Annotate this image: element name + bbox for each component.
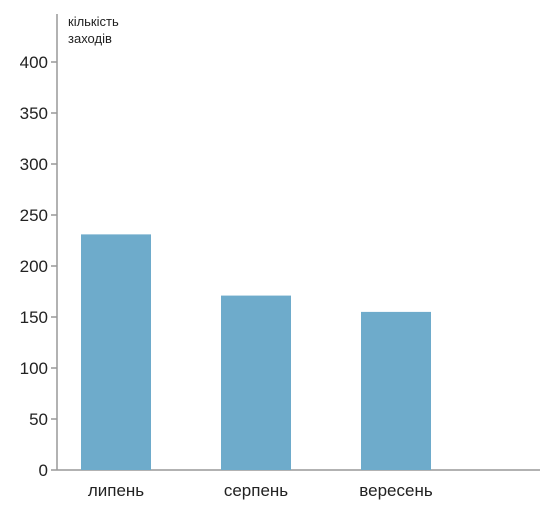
y-tick-label: 400 — [20, 53, 48, 72]
y-tick-label: 250 — [20, 206, 48, 225]
y-tick-label: 50 — [29, 410, 48, 429]
x-ticks: липень серпень вересень — [88, 481, 433, 500]
y-tick-label: 100 — [20, 359, 48, 378]
y-tick-label: 150 — [20, 308, 48, 327]
y-tick-label: 300 — [20, 155, 48, 174]
bar — [81, 234, 151, 470]
y-tick-label: 200 — [20, 257, 48, 276]
y-axis-label-line-2: заходів — [68, 31, 112, 46]
x-tick-label: серпень — [224, 481, 288, 500]
x-tick-label: вересень — [359, 481, 433, 500]
y-ticks: 0 50 100 150 200 250 300 350 400 — [20, 53, 57, 480]
bar — [361, 311, 431, 470]
y-axis-label: кількість заходів — [68, 14, 119, 46]
y-axis-label-line-1: кількість — [68, 14, 119, 29]
bar — [221, 295, 291, 470]
x-tick-label: липень — [88, 481, 144, 500]
bars — [81, 234, 431, 470]
y-tick-label: 350 — [20, 104, 48, 123]
y-tick-label: 0 — [39, 461, 48, 480]
